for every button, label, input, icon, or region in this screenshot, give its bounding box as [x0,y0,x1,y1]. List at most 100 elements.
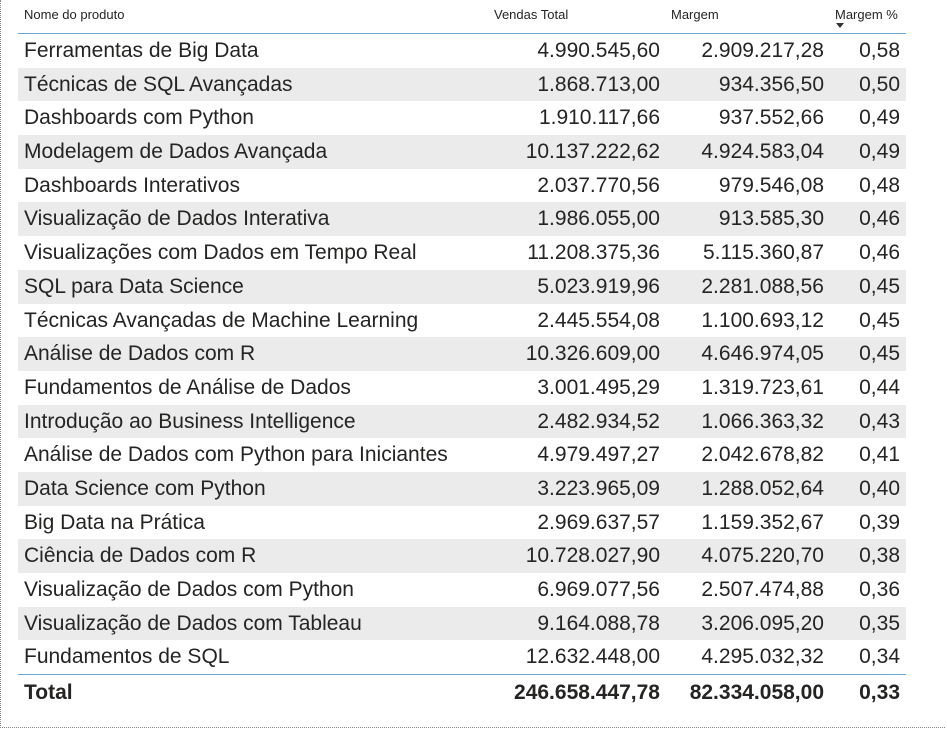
table-row[interactable]: Introdução ao Business Intelligence 2.482… [18,404,906,439]
product-name-cell: Análise de Dados com Python para Inician… [24,443,448,467]
margin-percent-cell: 0,38 [859,544,900,568]
product-name-cell: Ferramentas de Big Data [24,39,259,62]
column-header-total-sales[interactable]: Vendas Total [494,7,569,22]
product-name-cell: Fundamentos de SQL [24,645,230,669]
product-name-cell: Data Science com Python [24,476,266,500]
product-margin-table: Nome do produto Vendas Total Margem Marg… [18,0,906,714]
margin-percent-cell: 0,58 [859,39,900,62]
product-name-cell: Visualização de Dados Interativa [24,207,330,231]
total-sales-cell: 6.969.077,56 [537,578,660,601]
table-row[interactable]: Visualização de Dados Interativa 1.986.05… [18,202,906,237]
product-name-cell: Visualização de Dados com Python [24,578,354,601]
product-name-cell: Big Data na Prática [24,510,205,534]
margin-cell: 934.356,50 [718,72,824,96]
margin-percent-cell: 0,40 [859,476,900,500]
product-name-cell: Técnicas Avançadas de Machine Learning [24,308,419,332]
table-row[interactable]: Dashboards com Python 1.910.117,66 937.552… [18,101,906,136]
table-row[interactable]: Visualização de Dados com Tableau 9.164.0… [18,606,906,641]
table-row[interactable]: SQL para Data Science 5.023.919,96 2.281.0… [18,269,906,304]
margin-cell: 4.924.583,04 [701,140,824,164]
table-row[interactable]: Visualização de Dados com Python 6.969.07… [18,573,906,607]
total-sales-cell: 3.223.965,09 [537,476,660,500]
total-sales-cell: 10.137.222,62 [525,140,660,164]
margin-cell: 979.546,08 [718,173,824,197]
margin-cell: 1.066.363,32 [701,409,824,433]
total-sales-cell: 5.023.919,96 [537,274,660,298]
column-header-margin-percent[interactable]: Margem % [835,7,898,22]
table-header: Nome do produto Vendas Total Margem Marg… [18,0,906,34]
margin-percent-cell: 0,45 [859,342,900,366]
margin-cell: 3.206.095,20 [701,611,824,635]
total-sales-cell: 10.728.027,90 [525,544,660,568]
column-header-margin[interactable]: Margem [671,7,719,22]
total-sales-cell: 12.632.448,00 [525,645,660,669]
total-sales-cell: 1.910.117,66 [538,106,660,130]
margin-cell: 1.100.693,12 [701,308,824,332]
margin-cell: 937.552,66 [718,106,824,130]
product-name-cell: Dashboards com Python [24,106,254,130]
total-sales-cell: 3.001.495,29 [537,375,660,399]
margin-percent-cell: 0,36 [859,578,900,601]
total-sales-cell: 4.979.497,27 [537,443,660,467]
product-name-cell: SQL para Data Science [24,274,244,298]
table-total-row: Total 246.658.447,78 82.334.058,00 0,33 [18,674,906,714]
product-name-cell: Introdução ao Business Intelligence [24,409,356,433]
margin-cell: 4.075.220,70 [701,544,824,568]
table-row[interactable]: Técnicas de SQL Avançadas 1.868.713,00 934… [18,67,906,102]
sort-descending-icon[interactable] [836,23,844,28]
margin-percent-cell: 0,45 [859,308,900,332]
margin-cell: 2.909.217,28 [701,39,824,62]
table-row[interactable]: Ferramentas de Big Data 4.990.545,60 2.909… [18,34,906,68]
product-name-cell: Dashboards Interativos [24,173,240,197]
total-margin-percent-value: 0,33 [859,681,900,705]
table-row[interactable]: Big Data na Prática 2.969.637,57 1.159.352… [18,505,906,540]
column-header-product-name[interactable]: Nome do produto [24,7,125,22]
total-sales-cell: 9.164.088,78 [537,611,660,635]
margin-cell: 4.295.032,32 [701,645,824,669]
margin-cell: 913.585,30 [718,207,824,231]
table-row[interactable]: Data Science com Python 3.223.965,09 1.288… [18,471,906,506]
table-row[interactable]: Técnicas Avançadas de Machine Learning 2.… [18,303,906,338]
margin-percent-cell: 0,49 [859,106,900,130]
margin-percent-cell: 0,39 [859,510,900,534]
table-row[interactable]: Ciência de Dados com R 10.728.027,90 4.075… [18,539,906,573]
product-name-cell: Visualizações com Dados em Tempo Real [24,241,417,265]
total-margin-value: 82.334.058,00 [689,681,824,705]
margin-percent-cell: 0,48 [859,173,900,197]
total-sales-value: 246.658.447,78 [514,681,660,705]
total-sales-cell: 10.326.609,00 [525,342,660,366]
margin-cell: 1.288.052,64 [701,476,824,500]
margin-percent-cell: 0,49 [859,140,900,164]
product-name-cell: Ciência de Dados com R [24,544,257,568]
margin-percent-cell: 0,44 [859,375,900,399]
total-sales-cell: 2.969.637,57 [537,510,660,534]
margin-cell: 1.319.723,61 [701,375,824,399]
total-sales-cell: 2.037.770,56 [537,173,660,197]
product-name-cell: Análise de Dados com R [24,342,256,366]
margin-cell: 1.159.352,67 [701,510,824,534]
table-row[interactable]: Dashboards Interativos 2.037.770,56 979.54… [18,168,906,203]
margin-cell: 2.042.678,82 [701,443,824,467]
product-name-cell: Modelagem de Dados Avançada [24,140,328,164]
margin-percent-cell: 0,45 [859,274,900,298]
table-row[interactable]: Visualizações com Dados em Tempo Real 11.… [18,236,906,270]
margin-cell: 5.115.360,87 [702,241,824,265]
total-sales-cell: 2.445.554,08 [537,308,660,332]
margin-percent-cell: 0,43 [859,409,900,433]
table-row[interactable]: Fundamentos de SQL 12.632.448,00 4.295.032… [18,640,906,675]
margin-percent-cell: 0,46 [859,241,900,265]
product-name-cell: Técnicas de SQL Avançadas [24,72,293,96]
table-body: Ferramentas de Big Data 4.990.545,60 2.909… [18,34,906,675]
table-row[interactable]: Fundamentos de Análise de Dados 3.001.495… [18,370,906,405]
margin-percent-cell: 0,34 [859,645,900,669]
product-name-cell: Fundamentos de Análise de Dados [24,375,351,399]
table-row[interactable]: Análise de Dados com R 10.326.609,00 4.646… [18,337,906,371]
margin-percent-cell: 0,41 [859,443,900,467]
table-row[interactable]: Análise de Dados com Python para Inician… [18,438,906,472]
margin-cell: 4.646.974,05 [701,342,824,366]
total-label: Total [24,681,73,705]
table-row[interactable]: Modelagem de Dados Avançada 10.137.222,62… [18,135,906,169]
total-sales-cell: 1.986.055,00 [537,207,660,231]
margin-cell: 2.281.088,56 [701,274,824,298]
